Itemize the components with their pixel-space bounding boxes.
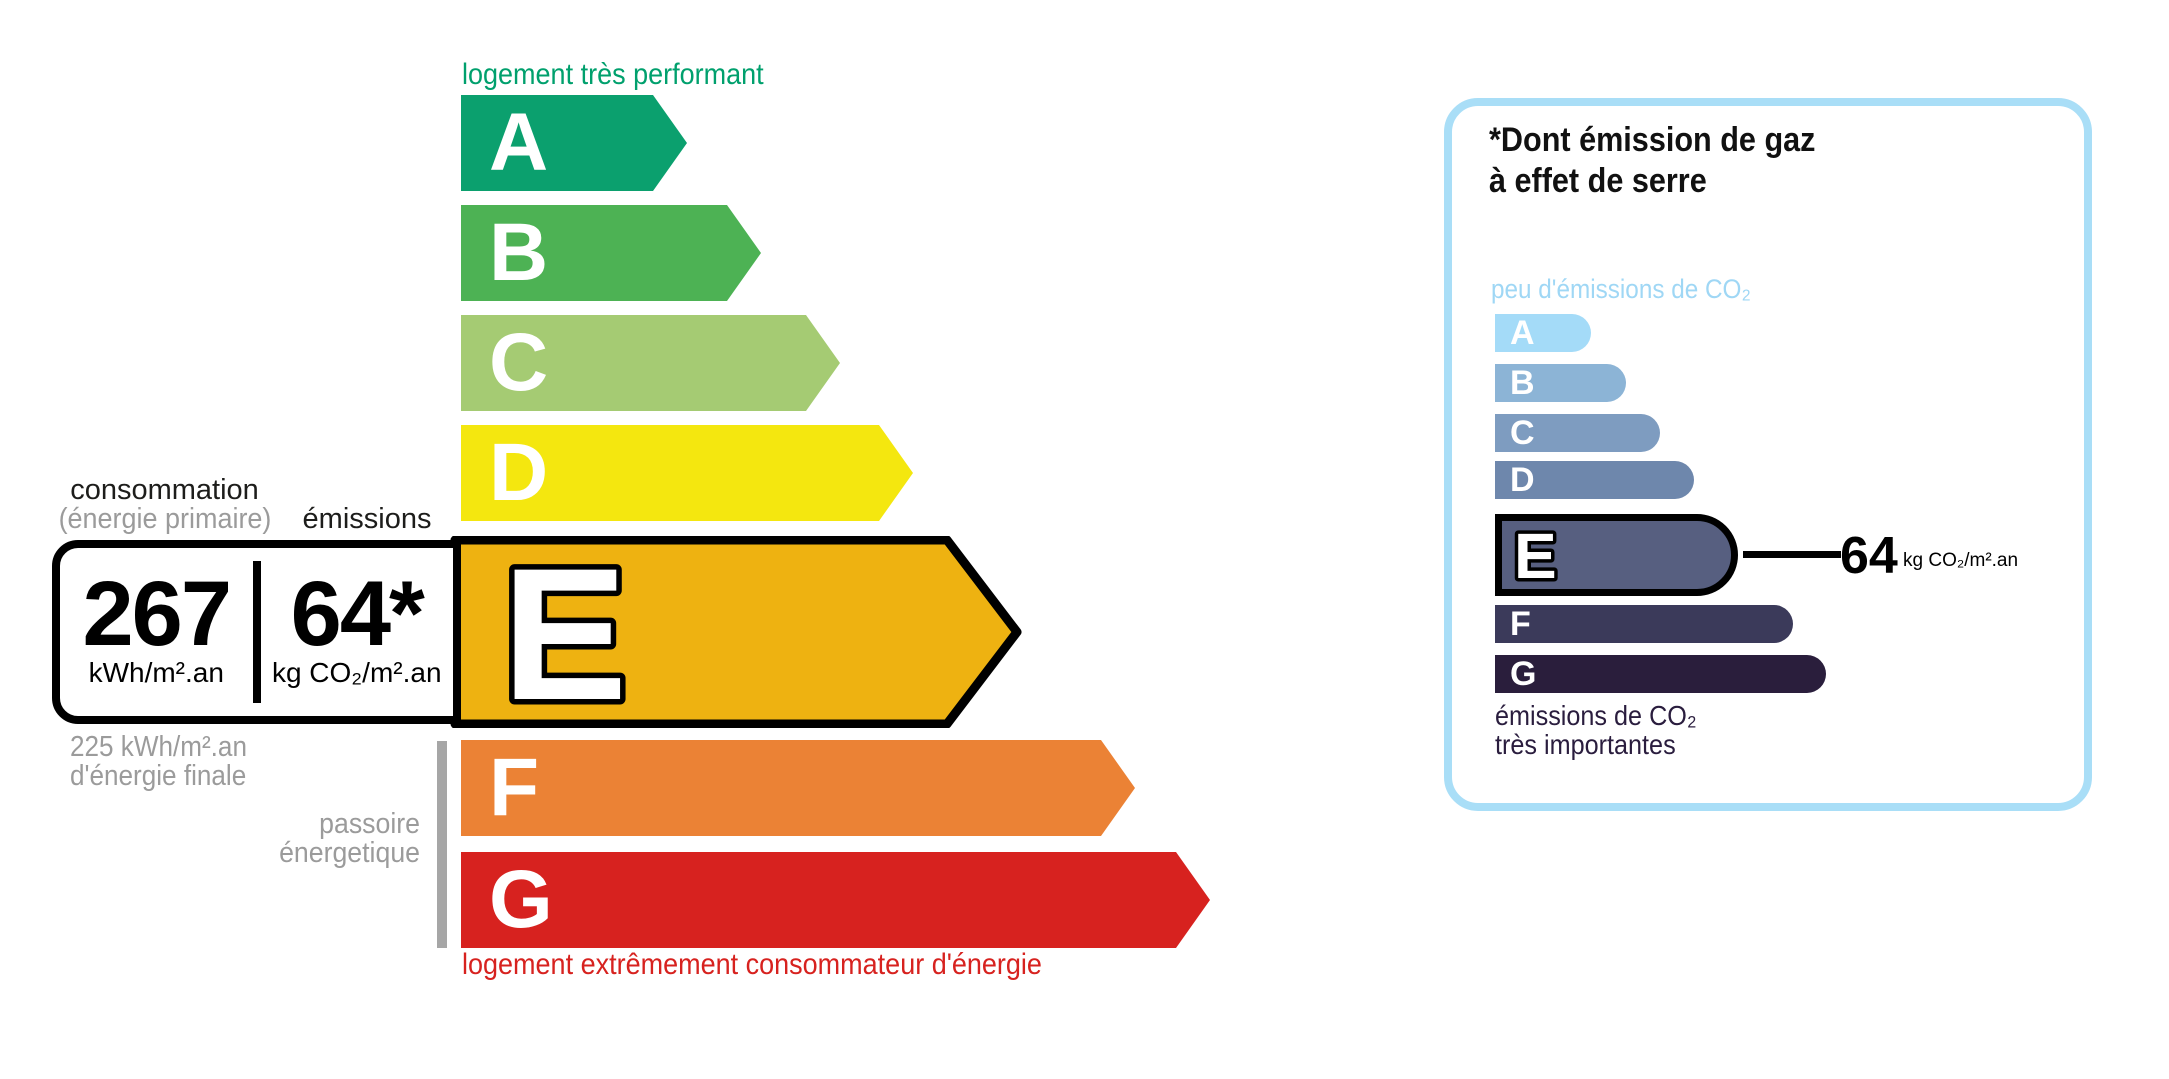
co2-class-bar-c: C: [1495, 414, 1660, 452]
low-emissions-note: peu d'émissions de CO₂: [1491, 274, 1751, 304]
energy-class-bar-c: C: [461, 315, 840, 411]
energy-class-letter: C: [489, 317, 549, 408]
energy-class-bar-f: F: [461, 740, 1135, 836]
consumption-value: 267: [82, 563, 232, 665]
sieve-range-bar: [437, 741, 447, 948]
energy-class-letter: G: [489, 854, 553, 945]
co2-class-letter: B: [1510, 364, 1535, 402]
energy-sieve-note: passoire énergetique: [279, 808, 420, 869]
energy-class-bar-e: E: [450, 536, 1022, 728]
consumption-unit: kWh/m².an: [88, 657, 224, 688]
co2-class-letter: A: [1510, 314, 1535, 352]
energy-class-letter: B: [489, 207, 549, 298]
top-performance-note: logement très performant: [462, 58, 764, 91]
co2-value: 64: [1840, 527, 1898, 585]
high-emissions-note: émissions de CO₂ très importantes: [1495, 700, 1697, 760]
co2-panel-title: *Dont émission de gaz à effet de serre: [1489, 121, 1816, 200]
energy-class-bar-a: A: [461, 95, 687, 191]
energy-class-bar-b: B: [461, 205, 761, 301]
primary-energy-subheader: (énergie primaire): [58, 503, 272, 535]
values-box: 267 kWh/m².an 64* kg CO₂/m².an: [52, 540, 461, 724]
co2-class-bar-e: E: [1495, 514, 1738, 596]
co2-class-bar-f: F: [1495, 605, 1793, 643]
co2-class-letter: D: [1510, 461, 1535, 499]
co2-class-letter: F: [1510, 605, 1531, 643]
values-divider: [252, 561, 261, 703]
emissions-value: 64*: [290, 563, 425, 665]
emissions-header: émissions: [302, 503, 432, 535]
energy-class-letter: D: [489, 427, 549, 518]
co2-class-bar-g: G: [1495, 655, 1826, 693]
co2-value-unit: kg CO₂/m².an: [1903, 550, 2019, 571]
consumption-value-cell: 267 kWh/m².an: [60, 548, 253, 716]
energy-class-bar-g: G: [461, 852, 1210, 948]
co2-class-letter: C: [1510, 414, 1535, 452]
energy-class-bar-d: D: [461, 425, 913, 521]
energy-class-letter: F: [489, 742, 540, 833]
co2-class-bar-b: B: [1495, 364, 1626, 402]
co2-class-bar-d: D: [1495, 461, 1694, 499]
final-energy-note: 225 kWh/m².an d'énergie finale: [70, 731, 247, 792]
energy-class-letter-e: E: [502, 536, 627, 728]
co2-class-letter: G: [1510, 655, 1537, 693]
co2-class-letter-e: E: [1514, 521, 1557, 589]
co2-class-bar-a: A: [1495, 314, 1591, 352]
energy-class-letter: A: [489, 97, 549, 188]
emissions-value-cell: 64* kg CO₂/m².an: [261, 548, 454, 716]
co2-value-connector-line: [1743, 551, 1841, 558]
co2-panel: *Dont émission de gaz à effet de serre p…: [1444, 98, 2092, 811]
bottom-consumer-note: logement extrêmement consommateur d'éner…: [462, 948, 1042, 981]
consumption-header: consommation: [70, 474, 259, 506]
emissions-unit: kg CO₂/m².an: [271, 657, 442, 688]
